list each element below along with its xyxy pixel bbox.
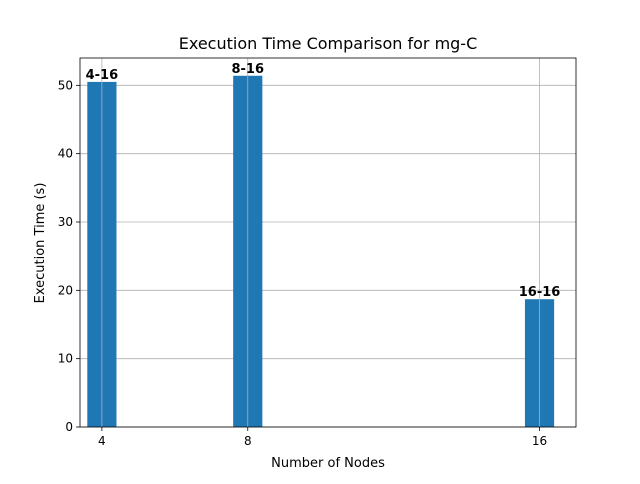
y-tick-label: 0 — [65, 420, 73, 434]
y-tick-label: 40 — [58, 147, 73, 161]
bar-value-label: 16-16 — [519, 285, 561, 300]
y-tick-label: 50 — [58, 78, 73, 92]
chart-title: Execution Time Comparison for mg-C — [179, 34, 478, 53]
bars-layer — [87, 75, 555, 428]
grid-layer — [80, 84, 576, 428]
y-tick-label: 30 — [58, 215, 73, 229]
y-axis-label: Execution Time (s) — [33, 183, 48, 304]
x-tick-label: 16 — [532, 434, 547, 448]
y-tick-label: 10 — [58, 352, 73, 366]
x-tick-label: 4 — [98, 434, 106, 448]
bar-value-label: 4-16 — [86, 68, 119, 83]
plot-frame — [79, 57, 577, 428]
bar-value-label: 8-16 — [231, 62, 264, 77]
y-tick-label: 20 — [58, 283, 73, 297]
x-axis-label: Number of Nodes — [271, 456, 385, 471]
bar-grid-layer — [101, 58, 540, 427]
bar-labels-layer: 4-16 8-16 16-16 — [86, 62, 561, 300]
x-tick-label: 8 — [244, 434, 252, 448]
ticks-layer: 0 10 20 30 40 50 4 8 16 — [58, 78, 547, 448]
